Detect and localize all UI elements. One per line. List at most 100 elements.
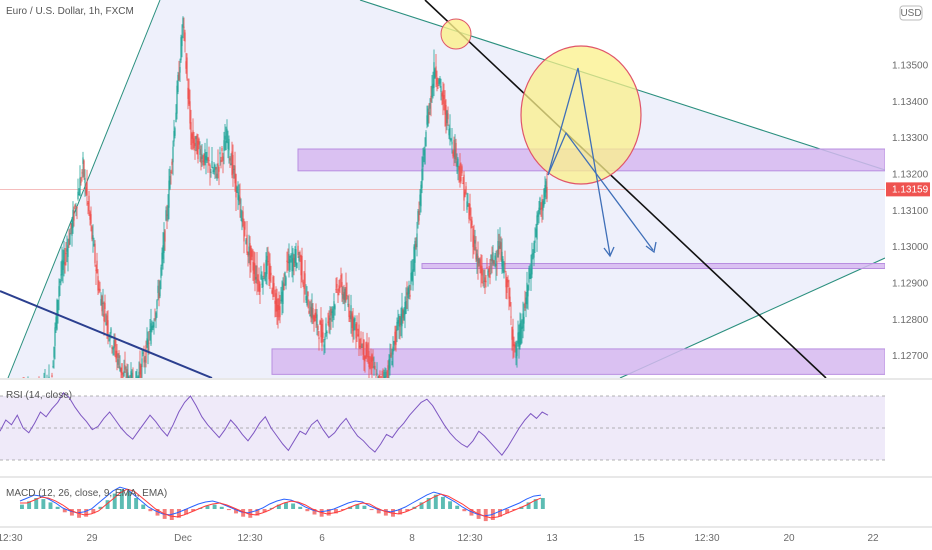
candle-body	[333, 301, 335, 309]
candle-body	[362, 343, 364, 355]
candle-body	[87, 202, 89, 204]
candle-body	[273, 283, 275, 290]
candle-body	[116, 350, 118, 358]
blue-trendline[interactable]	[0, 290, 213, 378]
candle-body	[240, 209, 242, 218]
price-pane[interactable]	[0, 0, 885, 417]
macd-histogram-bar	[127, 491, 131, 509]
candle-body	[248, 246, 250, 256]
projection-path-left[interactable]	[547, 67, 611, 256]
candle-body	[174, 128, 176, 136]
candle-body	[19, 385, 20, 386]
macd-histogram-bar	[141, 504, 146, 509]
projection-arrows[interactable]	[547, 67, 657, 258]
candle-body	[139, 363, 141, 375]
candle-body	[269, 263, 271, 281]
candle-body	[157, 285, 159, 294]
candle-body	[347, 304, 349, 306]
macd-histogram-bar	[362, 505, 367, 509]
macd-title: MACD (12, 26, close, 9, EMA, EMA)	[6, 488, 167, 499]
rsi-pane[interactable]: 75.0050.0025.00	[0, 383, 917, 474]
candle-body	[511, 326, 513, 340]
candle-body	[258, 280, 260, 292]
candle-body	[99, 288, 101, 292]
candle-body	[360, 337, 362, 349]
candle-body	[190, 122, 192, 146]
candle-body	[181, 35, 183, 47]
macd-histogram-bar	[376, 509, 381, 514]
candle-body	[384, 376, 386, 378]
candle-body	[350, 305, 352, 320]
price-tick-label: 1.12800	[892, 315, 929, 326]
price-tick-label: 1.12900	[892, 279, 929, 290]
candle-body	[536, 215, 538, 240]
small-highlight-circle[interactable]	[440, 18, 472, 50]
macd-histogram-bar	[241, 509, 246, 517]
candle-body	[170, 171, 172, 173]
candle-body	[306, 295, 308, 306]
candle-body	[280, 299, 282, 301]
macd-histogram-bar	[91, 509, 96, 514]
rsi-line[interactable]	[0, 392, 549, 456]
candle-body	[282, 282, 284, 304]
descending-trendline[interactable]	[424, 0, 827, 378]
time-tick-label: 29	[86, 533, 98, 544]
candle-body	[199, 149, 201, 155]
candle-body	[459, 163, 461, 182]
rsi-title: RSI (14, close)	[6, 390, 72, 401]
signal-line[interactable]	[20, 488, 542, 519]
main-clip-group	[0, 0, 885, 386]
candle-body	[458, 166, 460, 170]
candle-body	[75, 208, 77, 210]
candle-body	[410, 272, 412, 285]
candle-body	[515, 342, 517, 359]
candle-body	[288, 254, 290, 264]
large-highlight-circle[interactable]	[520, 45, 642, 185]
candle-body	[62, 260, 64, 270]
candle-body	[429, 102, 431, 109]
candle-body	[454, 148, 456, 159]
candle-body	[322, 332, 324, 338]
candle-body	[348, 303, 350, 317]
candle-body	[262, 277, 264, 288]
candle-body	[325, 323, 327, 334]
candle-body	[226, 128, 228, 143]
candle-body	[94, 243, 96, 264]
candle-body	[155, 312, 157, 320]
candle-body	[445, 105, 447, 126]
candle-body	[198, 138, 200, 145]
macd-histogram-bar	[191, 509, 196, 512]
macd-histogram-bar	[355, 504, 360, 509]
candle-body	[151, 325, 153, 331]
candle-body	[371, 355, 373, 369]
candle-body	[442, 90, 444, 104]
price-tick-label: 1.13400	[892, 97, 929, 108]
price-tick-label: 1.13500	[892, 60, 929, 71]
candle-body	[122, 372, 124, 374]
candle-body	[431, 85, 433, 98]
candle-body	[188, 88, 190, 104]
projection-path-right[interactable]	[547, 131, 654, 251]
candle-body	[256, 265, 258, 285]
macd-line[interactable]	[19, 486, 541, 517]
candle-body	[172, 146, 174, 163]
macd-histogram-bar	[505, 509, 510, 514]
candle-body	[409, 294, 411, 297]
time-tick-label: 12:30	[457, 533, 482, 544]
candle-body	[483, 280, 485, 282]
range-zone-2[interactable]	[421, 263, 885, 270]
candle-body	[390, 352, 392, 357]
candle-body	[105, 322, 107, 325]
macd-histogram-bar	[498, 509, 502, 517]
candle-body	[215, 167, 217, 170]
candle-body	[441, 93, 443, 97]
currency-badge[interactable]: USD	[899, 5, 923, 21]
candle-body	[402, 309, 404, 318]
last-price-tag	[886, 182, 930, 197]
candle-body	[141, 358, 143, 367]
candle-body	[186, 57, 188, 79]
candle-body	[224, 135, 226, 140]
candle-body	[508, 287, 510, 299]
candle-body	[433, 62, 435, 88]
